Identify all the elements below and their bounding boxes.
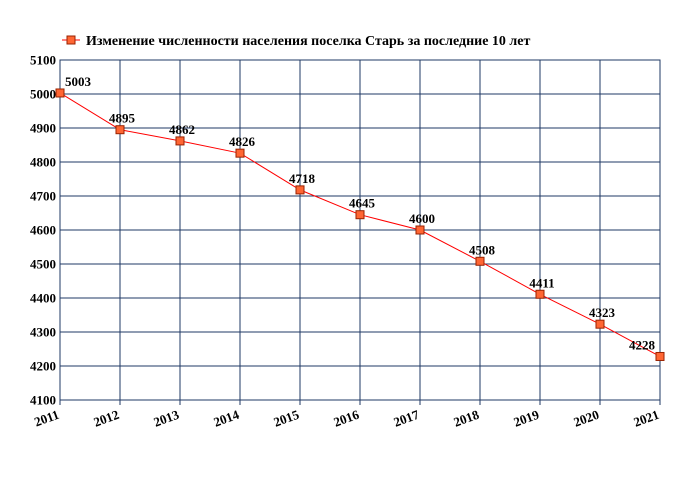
x-tick-label: 2018 bbox=[451, 407, 481, 430]
y-tick-label: 4500 bbox=[30, 257, 56, 272]
data-label: 4645 bbox=[349, 196, 376, 211]
data-point bbox=[535, 289, 545, 299]
y-tick-label: 5000 bbox=[30, 87, 56, 102]
data-label: 4323 bbox=[589, 305, 616, 320]
data-label: 4508 bbox=[469, 242, 496, 257]
data-point bbox=[355, 210, 365, 220]
data-label: 4862 bbox=[169, 122, 195, 137]
data-label: 4228 bbox=[629, 337, 656, 352]
y-tick-label: 4300 bbox=[30, 325, 56, 340]
data-label: 4826 bbox=[229, 134, 256, 149]
x-tick-label: 2019 bbox=[511, 407, 541, 430]
x-tick-label: 2011 bbox=[32, 407, 61, 430]
x-tick-label: 2012 bbox=[91, 407, 121, 430]
x-tick-label: 2021 bbox=[631, 407, 661, 430]
legend-label: Изменение численности населения поселка … bbox=[86, 34, 530, 49]
x-tick-label: 2016 bbox=[331, 407, 361, 430]
data-point bbox=[235, 148, 245, 158]
data-point bbox=[415, 225, 425, 235]
data-label: 4895 bbox=[109, 111, 136, 126]
legend: Изменение численности населения поселка … bbox=[62, 34, 530, 49]
x-tick-label: 2017 bbox=[391, 407, 421, 430]
data-point bbox=[595, 319, 605, 329]
data-point bbox=[115, 125, 125, 135]
y-tick-label: 4100 bbox=[30, 393, 56, 408]
plot-border bbox=[59, 59, 661, 401]
data-label: 4411 bbox=[529, 275, 554, 290]
data-label: 4600 bbox=[409, 211, 435, 226]
y-tick-label: 4800 bbox=[30, 155, 56, 170]
y-tick-label: 4700 bbox=[30, 189, 56, 204]
y-tick-label: 4600 bbox=[30, 223, 56, 238]
data-point bbox=[475, 256, 485, 266]
data-point bbox=[55, 88, 65, 98]
y-tick-label: 4400 bbox=[30, 291, 56, 306]
data-point bbox=[175, 136, 185, 146]
y-tick-label: 4200 bbox=[30, 359, 56, 374]
x-tick-label: 2014 bbox=[211, 407, 241, 430]
plot-area: 4100 4200 4300 4400 4500 4600 4700 4800 4900 5000… bbox=[30, 53, 665, 430]
x-tick-label: 2013 bbox=[151, 407, 181, 430]
x-tick-label: 2020 bbox=[571, 407, 601, 430]
data-point bbox=[295, 185, 305, 195]
data-label: 5003 bbox=[65, 74, 92, 89]
data-point bbox=[655, 351, 665, 361]
y-tick-label: 5100 bbox=[30, 53, 56, 68]
x-tick-label: 2015 bbox=[271, 407, 301, 430]
data-label: 4718 bbox=[289, 171, 316, 186]
y-tick-label: 4900 bbox=[30, 121, 56, 136]
legend-marker-swatch bbox=[66, 35, 76, 45]
